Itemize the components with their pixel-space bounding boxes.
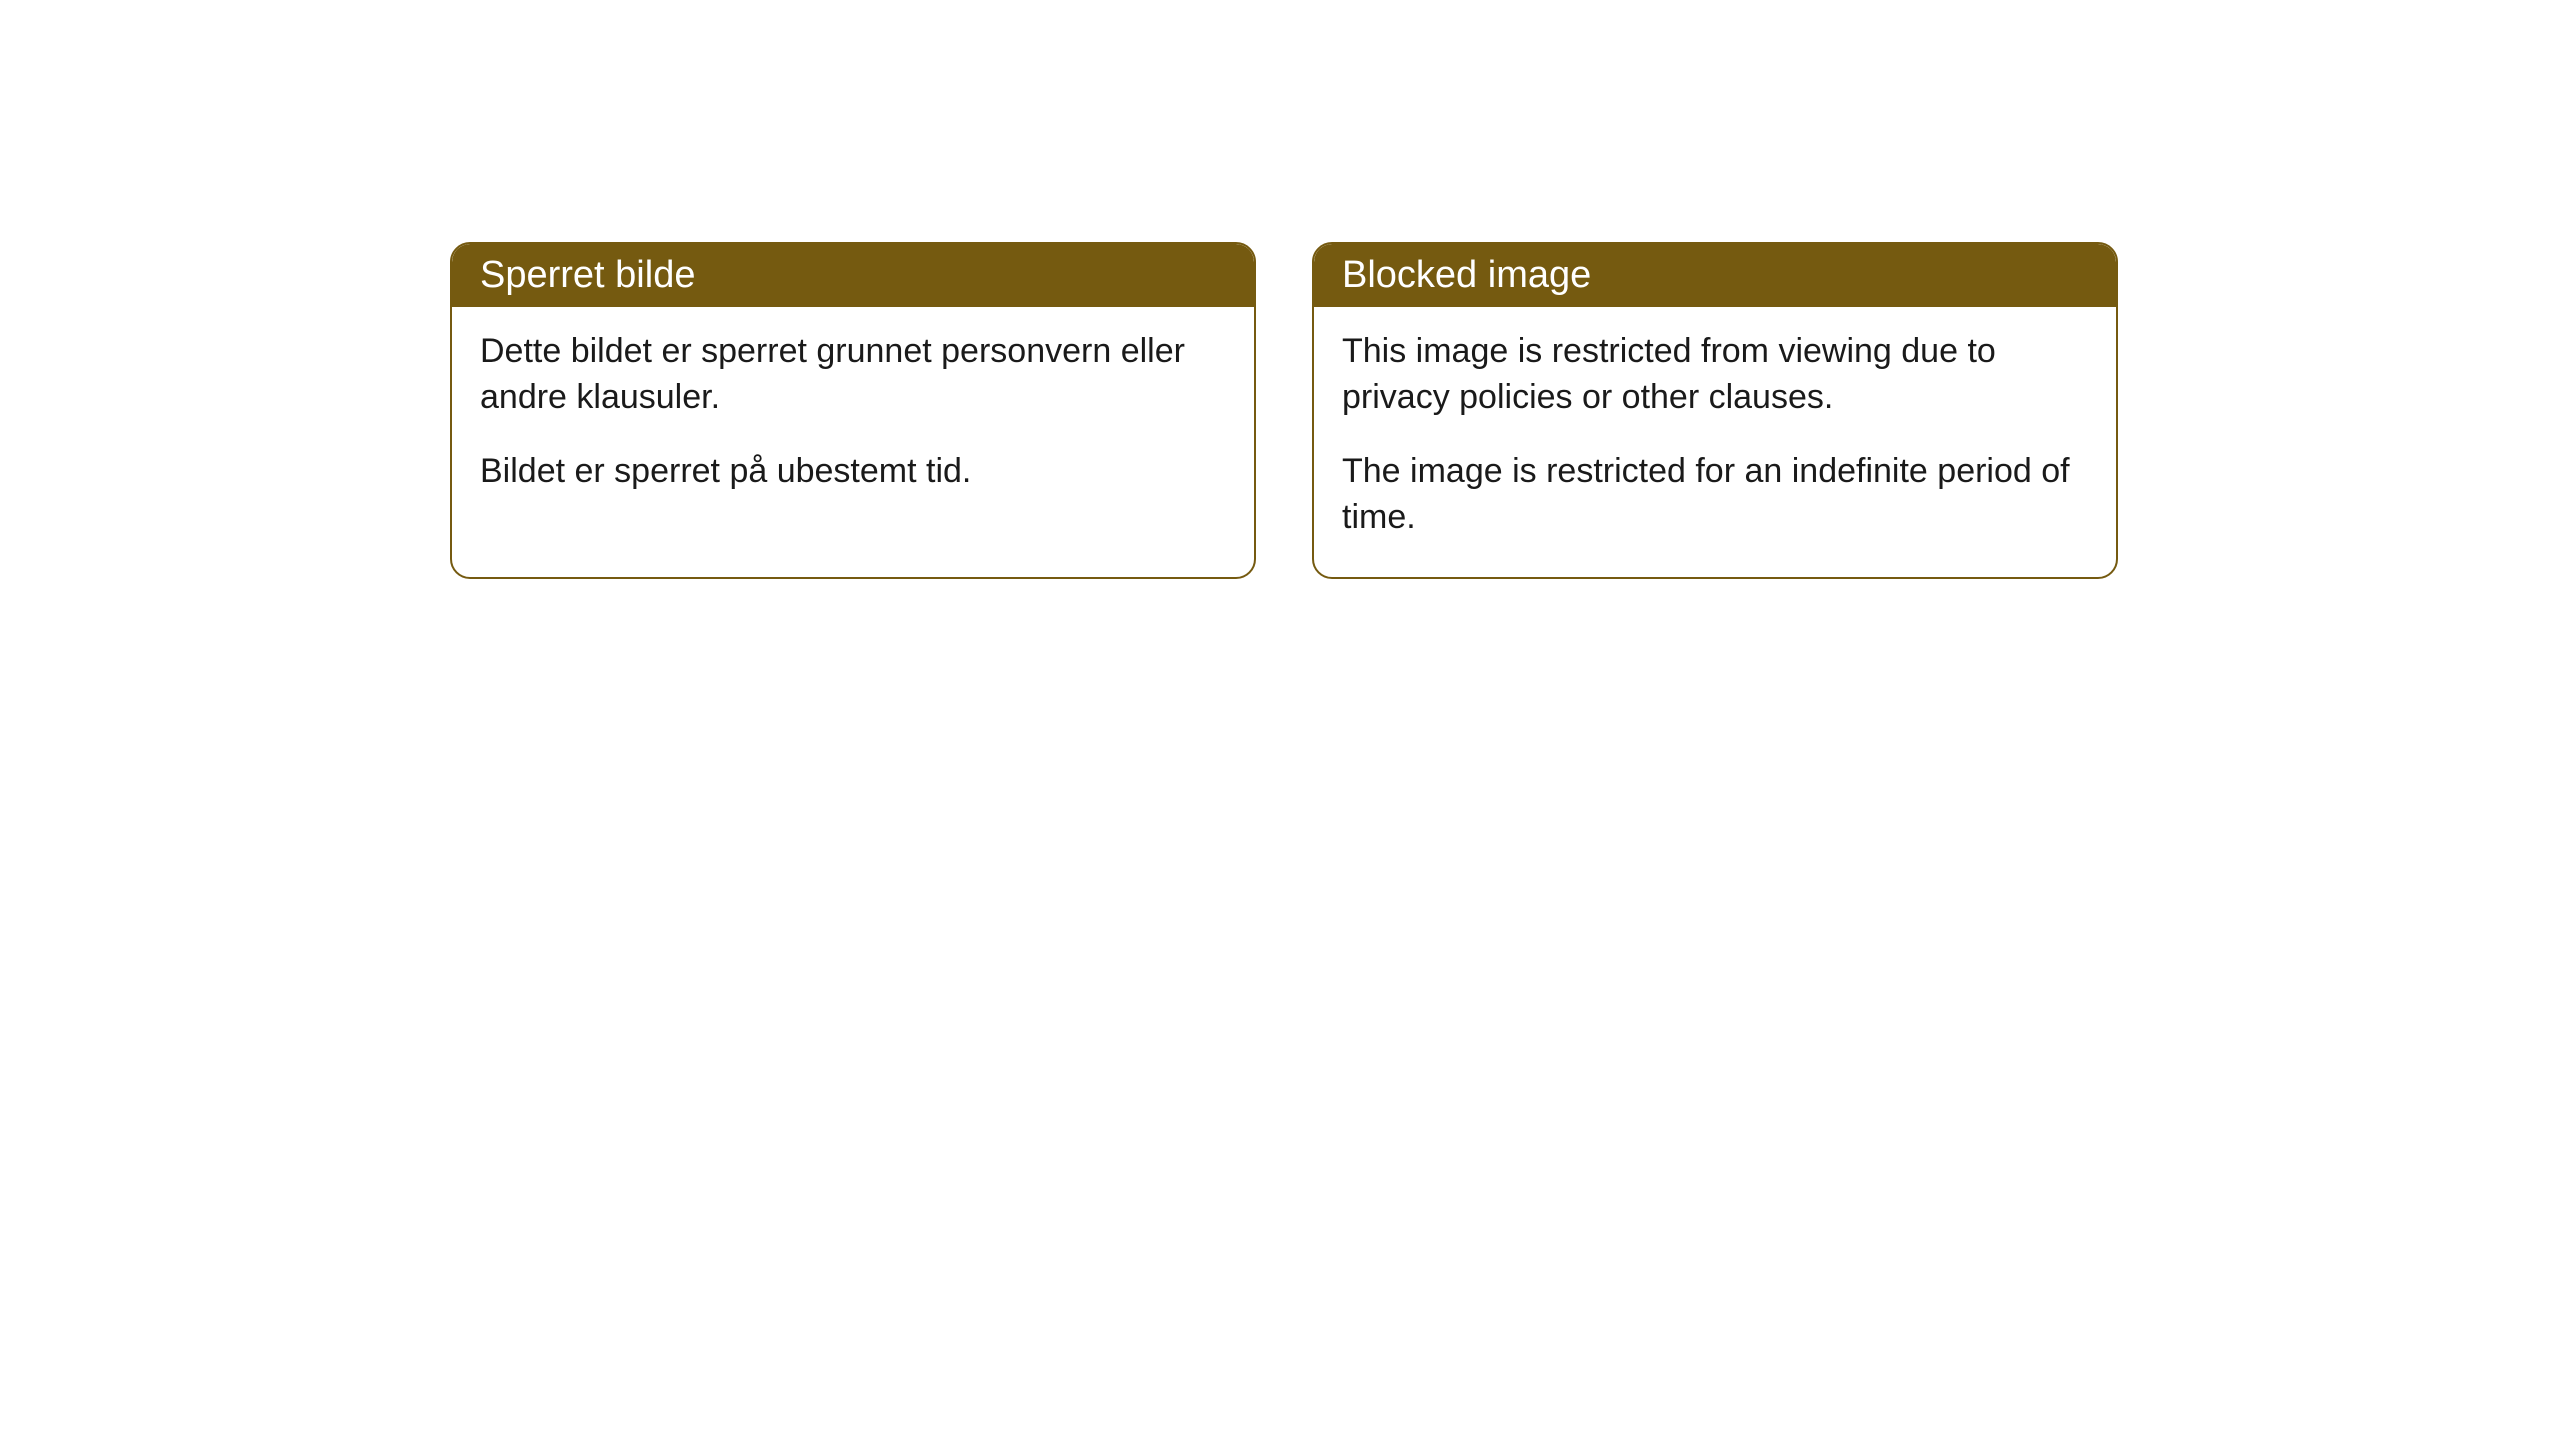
card-body: Dette bildet er sperret grunnet personve… bbox=[452, 307, 1254, 531]
card-body: This image is restricted from viewing du… bbox=[1314, 307, 2116, 577]
card-header: Blocked image bbox=[1314, 244, 2116, 307]
notice-cards-container: Sperret bilde Dette bildet er sperret gr… bbox=[450, 242, 2118, 579]
card-paragraph: The image is restricted for an indefinit… bbox=[1342, 449, 2088, 541]
card-header: Sperret bilde bbox=[452, 244, 1254, 307]
card-paragraph: Dette bildet er sperret grunnet personve… bbox=[480, 329, 1226, 421]
card-paragraph: This image is restricted from viewing du… bbox=[1342, 329, 2088, 421]
blocked-image-card-norwegian: Sperret bilde Dette bildet er sperret gr… bbox=[450, 242, 1256, 579]
card-paragraph: Bildet er sperret på ubestemt tid. bbox=[480, 449, 1226, 495]
blocked-image-card-english: Blocked image This image is restricted f… bbox=[1312, 242, 2118, 579]
